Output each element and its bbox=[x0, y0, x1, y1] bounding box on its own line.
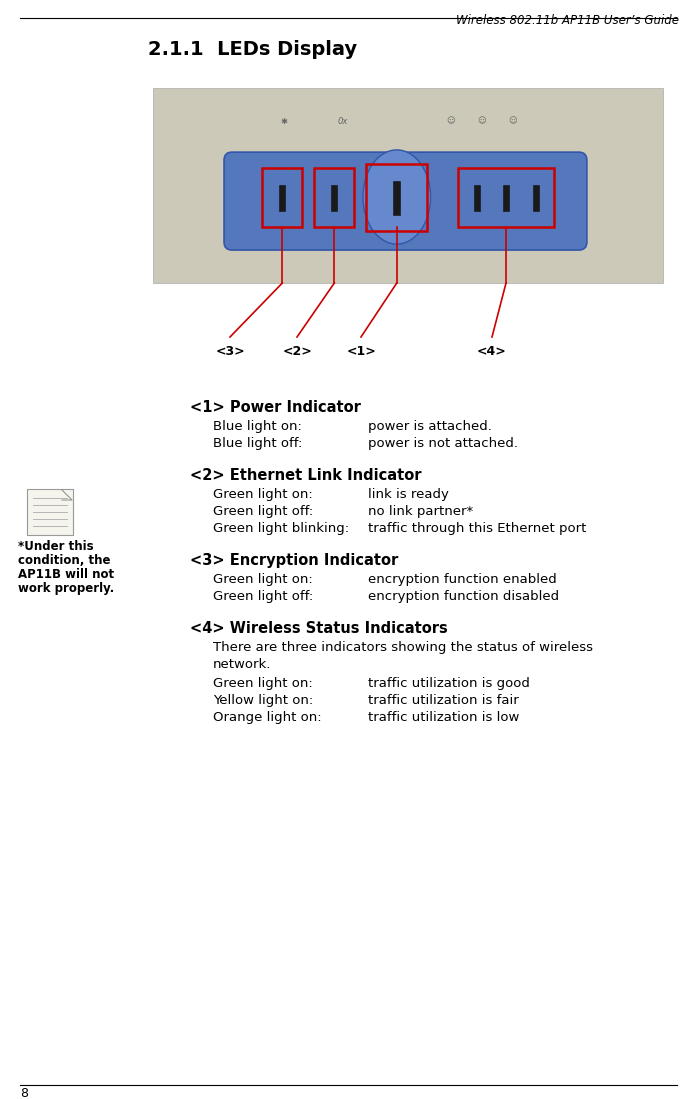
Text: AP11B will not: AP11B will not bbox=[18, 568, 114, 581]
Bar bbox=[331, 185, 337, 211]
Text: ☺: ☺ bbox=[509, 116, 517, 125]
Text: ☺: ☺ bbox=[446, 116, 455, 125]
Text: <4> Wireless Status Indicators: <4> Wireless Status Indicators bbox=[190, 621, 447, 636]
Text: <1> Power Indicator: <1> Power Indicator bbox=[190, 400, 361, 415]
Text: network.: network. bbox=[213, 658, 271, 671]
Bar bbox=[153, 88, 663, 284]
Text: Yellow light on:: Yellow light on: bbox=[213, 693, 313, 707]
Text: Green light off:: Green light off: bbox=[213, 506, 313, 518]
FancyBboxPatch shape bbox=[224, 152, 587, 251]
Text: There are three indicators showing the status of wireless: There are three indicators showing the s… bbox=[213, 641, 593, 654]
Text: 0x: 0x bbox=[338, 116, 348, 125]
Text: <4>: <4> bbox=[477, 345, 507, 358]
Text: traffic through this Ethernet port: traffic through this Ethernet port bbox=[368, 522, 586, 535]
Bar bbox=[503, 185, 509, 211]
Ellipse shape bbox=[363, 149, 431, 244]
Text: Blue light on:: Blue light on: bbox=[213, 420, 302, 433]
Text: work properly.: work properly. bbox=[18, 582, 114, 595]
Text: link is ready: link is ready bbox=[368, 488, 449, 501]
Text: condition, the: condition, the bbox=[18, 554, 111, 567]
Text: encryption function enabled: encryption function enabled bbox=[368, 573, 557, 586]
Bar bbox=[367, 164, 427, 232]
Text: <3>: <3> bbox=[215, 345, 245, 358]
Text: 8: 8 bbox=[20, 1087, 28, 1099]
Text: Green light off:: Green light off: bbox=[213, 590, 313, 603]
Text: 2.1.1  LEDs Display: 2.1.1 LEDs Display bbox=[148, 40, 357, 59]
Text: <3> Encryption Indicator: <3> Encryption Indicator bbox=[190, 553, 398, 568]
Bar bbox=[314, 168, 354, 227]
Bar bbox=[533, 185, 539, 211]
Bar bbox=[473, 185, 480, 211]
Text: traffic utilization is fair: traffic utilization is fair bbox=[368, 693, 519, 707]
FancyBboxPatch shape bbox=[27, 489, 73, 535]
Bar bbox=[393, 181, 400, 214]
Text: power is not attached.: power is not attached. bbox=[368, 437, 518, 449]
Text: <1>: <1> bbox=[346, 345, 376, 358]
Text: *Under this: *Under this bbox=[18, 540, 93, 553]
Text: Orange light on:: Orange light on: bbox=[213, 711, 321, 724]
Text: encryption function disabled: encryption function disabled bbox=[368, 590, 559, 603]
Text: power is attached.: power is attached. bbox=[368, 420, 492, 433]
Text: Green light on:: Green light on: bbox=[213, 677, 313, 690]
Text: Green light blinking:: Green light blinking: bbox=[213, 522, 349, 535]
Text: <2>: <2> bbox=[282, 345, 312, 358]
Text: Wireless 802.11b AP11B User’s Guide: Wireless 802.11b AP11B User’s Guide bbox=[456, 14, 679, 27]
Text: traffic utilization is good: traffic utilization is good bbox=[368, 677, 530, 690]
Bar bbox=[262, 168, 302, 227]
Text: ✱: ✱ bbox=[281, 116, 288, 125]
Text: <2> Ethernet Link Indicator: <2> Ethernet Link Indicator bbox=[190, 468, 422, 482]
Text: Green light on:: Green light on: bbox=[213, 488, 313, 501]
Bar bbox=[279, 185, 285, 211]
Text: traffic utilization is low: traffic utilization is low bbox=[368, 711, 519, 724]
Bar bbox=[459, 168, 553, 227]
Text: ☺: ☺ bbox=[477, 116, 486, 125]
Text: Blue light off:: Blue light off: bbox=[213, 437, 302, 449]
Text: no link partner*: no link partner* bbox=[368, 506, 473, 518]
Text: Green light on:: Green light on: bbox=[213, 573, 313, 586]
